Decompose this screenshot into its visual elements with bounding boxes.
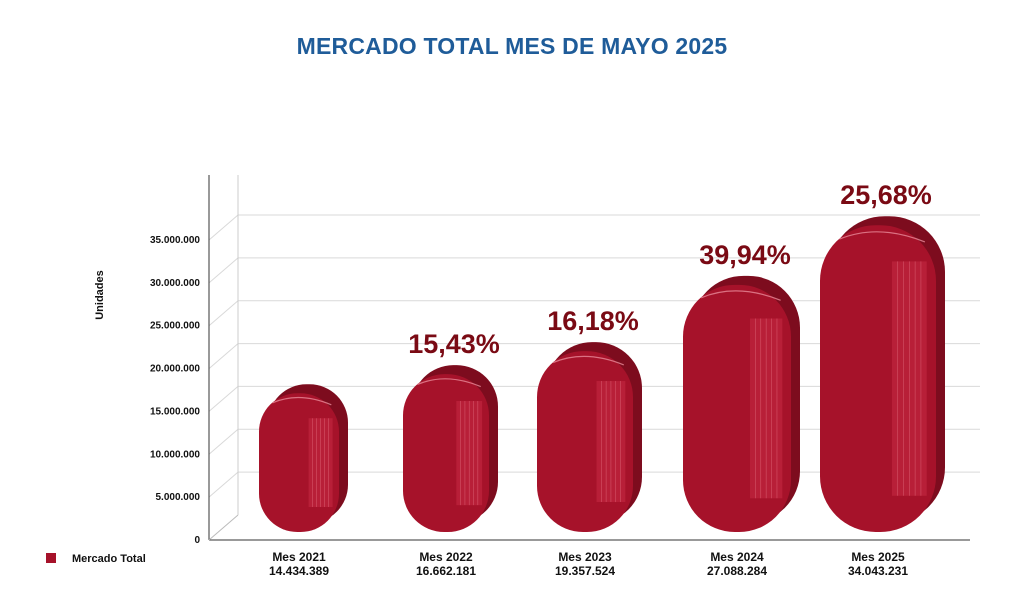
value-label: 34.043.231 bbox=[848, 564, 908, 578]
bar-rim bbox=[839, 231, 926, 243]
y-tick-label: 0 bbox=[194, 535, 200, 546]
bar-rim bbox=[700, 290, 781, 301]
bar bbox=[683, 275, 800, 532]
bar bbox=[820, 216, 945, 533]
category-label: Mes 2024 bbox=[710, 550, 764, 564]
growth-label: 16,18% bbox=[547, 306, 639, 336]
y-tick-labels: 0 5.000.000 10.000.000 15.000.000 20.000.000… bbox=[150, 235, 201, 546]
legend-swatch bbox=[46, 553, 56, 563]
bar bbox=[259, 384, 348, 532]
growth-label: 39,94% bbox=[699, 240, 791, 270]
legend-label: Mercado Total bbox=[72, 553, 146, 565]
bar-rim bbox=[417, 378, 481, 388]
value-label: 19.357.524 bbox=[555, 564, 615, 578]
growth-labels: 15,43% 16,18% 39,94% 25,68% bbox=[408, 180, 932, 359]
axes bbox=[208, 175, 970, 541]
value-label: 27.088.284 bbox=[707, 564, 767, 578]
growth-label: 15,43% bbox=[408, 329, 500, 359]
value-label: 14.434.389 bbox=[269, 564, 329, 578]
y-tick-label: 30.000.000 bbox=[150, 278, 200, 289]
bar bbox=[537, 342, 642, 532]
category-label: Mes 2021 bbox=[272, 550, 326, 564]
y-tick-label: 20.000.000 bbox=[150, 364, 200, 375]
bars bbox=[259, 216, 945, 533]
category-label: Mes 2022 bbox=[419, 550, 473, 564]
bar-rim bbox=[552, 355, 625, 366]
chart-title: MERCADO TOTAL MES DE MAYO 2025 bbox=[296, 33, 728, 59]
y-tick-label: 35.000.000 bbox=[150, 235, 200, 246]
category-label: Mes 2025 bbox=[851, 550, 905, 564]
y-tick-label: 15.000.000 bbox=[150, 406, 200, 417]
y-tick-label: 10.000.000 bbox=[150, 449, 200, 460]
y-tick-label: 25.000.000 bbox=[150, 321, 200, 332]
y-tick-label: 5.000.000 bbox=[156, 492, 201, 503]
growth-label: 25,68% bbox=[840, 180, 932, 210]
floor-depth-line bbox=[208, 514, 239, 541]
legend: Mercado Total bbox=[46, 553, 146, 565]
bar bbox=[403, 365, 498, 532]
value-label: 16.662.181 bbox=[416, 564, 476, 578]
category-label: Mes 2023 bbox=[558, 550, 612, 564]
bar-rim bbox=[272, 396, 332, 406]
y-axis-label: Unidades bbox=[94, 270, 106, 320]
